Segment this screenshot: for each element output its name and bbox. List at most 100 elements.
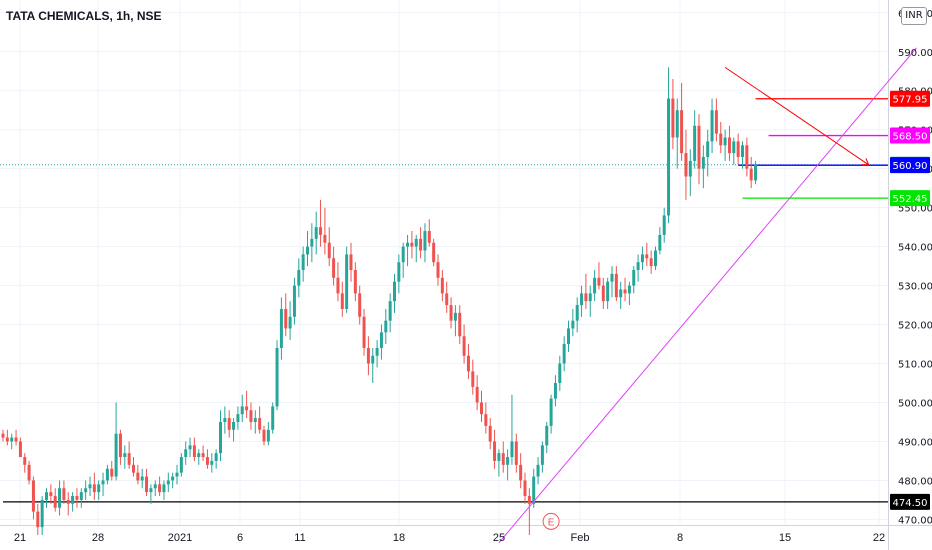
trendlines[interactable] — [498, 47, 917, 544]
markers[interactable]: E — [542, 512, 560, 530]
candle-body — [658, 234, 662, 251]
candle-body — [162, 484, 166, 493]
candle-body — [53, 496, 57, 508]
candle-body — [132, 464, 135, 473]
trendline[interactable] — [724, 66, 869, 166]
candle-body — [397, 262, 401, 282]
candle-body — [597, 277, 601, 286]
time-tick-label: 8 — [677, 532, 683, 544]
candle-body — [379, 332, 383, 348]
candle-body — [140, 476, 144, 481]
candle-body — [327, 242, 331, 259]
candle-body — [236, 414, 240, 422]
candle-body — [388, 301, 392, 321]
candle-body — [601, 285, 605, 302]
candle-body — [749, 168, 753, 181]
candle-body — [175, 472, 179, 477]
candle-body — [223, 418, 227, 422]
chart-title: TATA CHEMICALS, 1h, NSE — [6, 9, 162, 23]
time-tick-label: 15 — [779, 532, 791, 544]
candle-body — [358, 293, 362, 317]
candle-body — [414, 238, 418, 247]
candle-body — [271, 406, 275, 430]
time-tick-label: Feb — [571, 532, 590, 544]
candle-body — [536, 464, 540, 477]
candle-body — [558, 363, 562, 384]
time-tick-label: 2021 — [168, 532, 192, 544]
candle-body — [697, 125, 701, 169]
trendline[interactable] — [498, 47, 917, 544]
candle-body — [14, 437, 18, 442]
candle-body — [179, 457, 183, 473]
candle-body — [153, 484, 157, 489]
price-tick-label: 540.00 — [898, 243, 932, 254]
candle-body — [279, 308, 283, 348]
candle-body — [275, 347, 279, 407]
candle-body — [406, 242, 410, 247]
candle-body — [662, 215, 666, 235]
price-label-badge[interactable] — [890, 493, 930, 510]
candle-body — [501, 453, 505, 465]
candle-body — [114, 433, 118, 477]
candle-body — [436, 262, 440, 278]
candle-body — [192, 445, 196, 458]
price-label-badge[interactable] — [890, 127, 930, 144]
candle-body — [693, 125, 697, 161]
earnings-event-marker[interactable] — [542, 512, 560, 530]
candle-body — [667, 98, 671, 216]
horizontal-levels[interactable] — [0, 98, 888, 503]
candle-body — [741, 145, 744, 157]
candle-body — [75, 496, 79, 500]
candle-body — [553, 383, 557, 399]
candle-body — [79, 492, 83, 500]
time-tick-label: 25 — [493, 532, 505, 544]
candle-body — [266, 429, 270, 442]
candle-body — [710, 110, 714, 142]
candle-body — [701, 156, 705, 169]
candle-body — [514, 441, 518, 465]
candle-body — [632, 270, 636, 286]
price-tick-label: 520.00 — [898, 321, 932, 332]
candle-body — [493, 441, 497, 461]
candle-body — [614, 273, 618, 298]
candle-body — [240, 406, 244, 415]
candle-body — [197, 453, 201, 458]
candle-body — [584, 293, 588, 302]
candle-body — [684, 153, 688, 177]
candle-body — [88, 484, 92, 489]
price-label-badge[interactable] — [890, 90, 930, 107]
candle-body — [745, 145, 749, 169]
candle-body — [754, 164, 758, 181]
candle-body — [158, 484, 162, 493]
candle-body — [401, 246, 405, 263]
candle-body — [706, 141, 710, 157]
candle-body — [84, 488, 88, 493]
candle-body — [345, 254, 349, 309]
candle-body — [349, 254, 353, 270]
candle-body — [10, 437, 14, 442]
time-tick-label: 18 — [393, 532, 405, 544]
price-label-badge[interactable] — [890, 157, 930, 174]
candle-body — [540, 445, 544, 465]
price-axis[interactable]: 600.00590.00580.00570.00560.00550.00540.… — [890, 9, 932, 527]
price-label-badge[interactable] — [890, 190, 930, 207]
arrow-head — [861, 158, 870, 166]
candle-body — [732, 141, 736, 154]
candle-body — [723, 137, 727, 146]
candle-body — [323, 234, 327, 243]
candle-body — [675, 110, 679, 138]
candle-body — [301, 254, 305, 270]
time-axis[interactable]: 21 28 2021 6 11 18 25 Feb 8 15 22 — [14, 532, 885, 544]
currency-badge[interactable]: INR — [901, 7, 927, 25]
candle-body — [245, 406, 249, 411]
candle-body — [445, 293, 449, 306]
time-tick-label: 6 — [237, 532, 243, 544]
candle-body — [49, 492, 53, 497]
candle-body — [123, 453, 127, 458]
candle-body — [332, 258, 336, 278]
candle-body — [549, 398, 553, 426]
candle-body — [688, 160, 692, 177]
candle-body — [58, 488, 62, 508]
candle-body — [640, 254, 644, 263]
